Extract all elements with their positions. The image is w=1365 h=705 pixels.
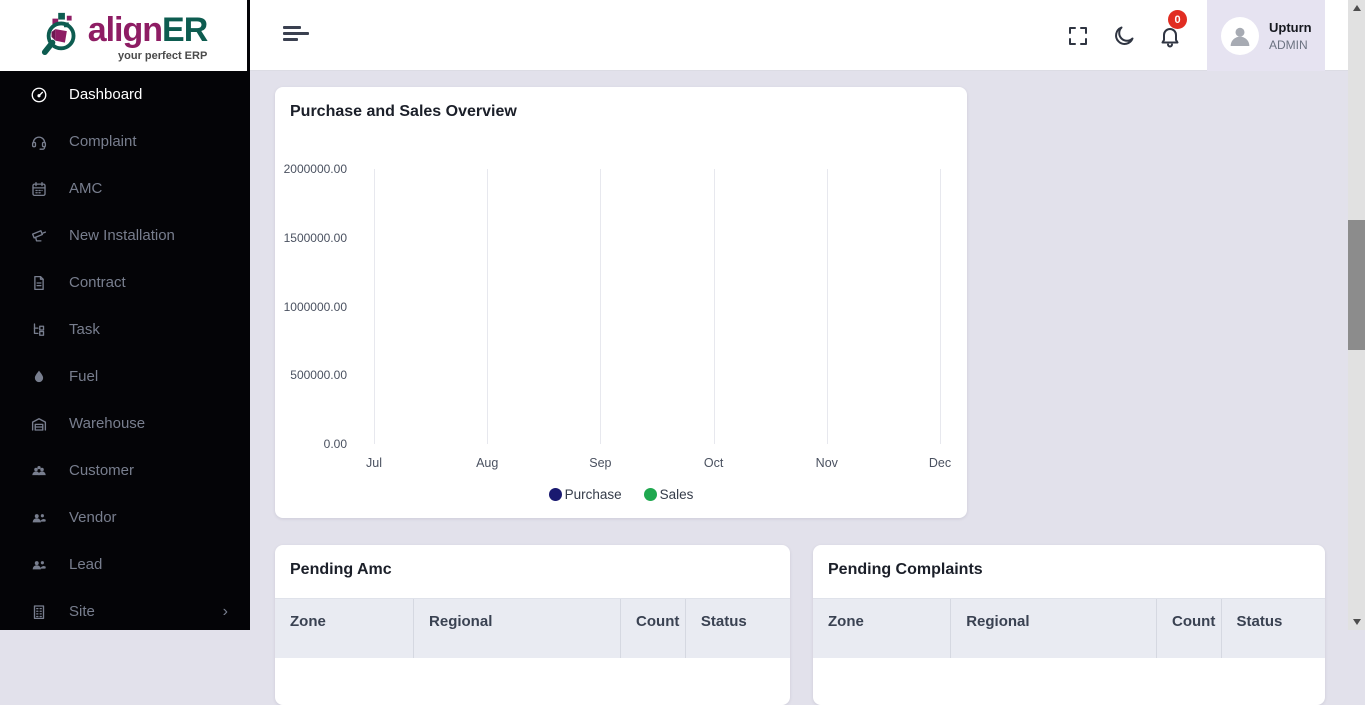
legend-item-sales[interactable]: Sales	[643, 487, 694, 502]
chart-title: Purchase and Sales Overview	[290, 103, 517, 120]
chevron-right-icon: ›	[222, 602, 228, 620]
notifications-bell-icon[interactable]	[1158, 24, 1182, 48]
purchase-sales-chart-card: Purchase and Sales Overview 2000000.00 15…	[275, 87, 967, 518]
droplet-icon	[30, 368, 48, 386]
sidebar-item-dashboard[interactable]: Dashboard	[0, 71, 250, 118]
user-name: Upturn	[1269, 19, 1312, 35]
brand-name-er: ER	[162, 11, 208, 49]
user-avatar-icon	[1221, 16, 1259, 55]
sidebar-item-label: Warehouse	[69, 415, 146, 432]
sidebar-item-new-installation[interactable]: New Installation	[0, 212, 250, 259]
sidebar-item-lead[interactable]: Lead	[0, 541, 250, 588]
sidebar-item-vendor[interactable]: Vendor	[0, 494, 250, 541]
people-icon	[30, 509, 48, 527]
x-axis-tick-label: Aug	[476, 456, 499, 470]
chart-gridline	[487, 169, 489, 444]
sidebar-item-label: Vendor	[69, 509, 117, 526]
scrollbar-thumb[interactable]	[1348, 220, 1365, 350]
people-icon	[30, 556, 48, 574]
sidebar-item-label: AMC	[69, 180, 103, 197]
sidebar-item-label: Site	[69, 603, 95, 620]
sidebar-item-contract[interactable]: Contract	[0, 259, 250, 306]
gauge-icon	[30, 86, 48, 104]
fullscreen-icon[interactable]	[1066, 24, 1090, 48]
sidebar-item-warehouse[interactable]: Warehouse	[0, 400, 250, 447]
sidebar-item-label: Task	[69, 321, 100, 338]
legend-label: Purchase	[564, 487, 622, 502]
app-logo[interactable]: alignER your perfect ERP	[0, 0, 247, 71]
task-list-icon	[30, 321, 48, 339]
y-axis-tick-label: 2000000.00	[283, 162, 347, 176]
column-header-count: Count	[1156, 599, 1221, 658]
main-content: Purchase and Sales Overview 2000000.00 15…	[250, 71, 1348, 705]
legend-label: Sales	[659, 487, 694, 502]
sidebar-item-label: Fuel	[69, 368, 99, 385]
pending-amc-table-header: Zone Regional Count Status	[275, 598, 790, 658]
x-axis-tick-label: Oct	[703, 456, 724, 470]
sidebar-item-label: New Installation	[69, 227, 175, 244]
sidebar-item-label: Complaint	[69, 133, 137, 150]
pending-complaints-table-header: Zone Regional Count Status	[813, 598, 1325, 658]
topbar: 0 Upturn ADMIN	[250, 0, 1348, 71]
column-header-zone: Zone	[290, 613, 326, 630]
cctv-camera-icon	[30, 227, 48, 245]
notification-count-badge: 0	[1168, 10, 1187, 29]
legend-item-purchase[interactable]: Purchase	[548, 487, 622, 502]
brand-tagline: your perfect ERP	[118, 50, 208, 62]
logo-magnifier-icon	[40, 10, 86, 61]
sidebar: alignER your perfect ERP Dashboard Compla…	[0, 0, 250, 630]
column-header-status: Status	[1220, 599, 1325, 658]
building-icon	[30, 603, 48, 621]
column-header-count: Count	[620, 599, 685, 658]
document-icon	[30, 274, 48, 292]
pending-complaints-title: Pending Complaints	[828, 561, 983, 578]
y-axis-tick-label: 1000000.00	[283, 299, 347, 314]
chart-gridline	[600, 169, 602, 444]
x-axis-tick-label: Jul	[366, 456, 382, 470]
chart-gridline	[713, 169, 715, 444]
x-axis-tick-label: Dec	[928, 456, 952, 470]
sidebar-toggle-button[interactable]	[283, 26, 309, 45]
scrollbar-down-arrow-icon[interactable]	[1348, 614, 1365, 630]
warehouse-icon	[30, 415, 48, 433]
sidebar-item-customer[interactable]: Customer	[0, 447, 250, 494]
sidebar-item-site[interactable]: Site ›	[0, 588, 250, 635]
people-group-icon	[30, 462, 48, 480]
legend-dot-icon	[548, 488, 562, 501]
y-axis-tick-label: 0.00	[323, 437, 347, 451]
x-axis-tick-label: Sep	[589, 456, 612, 470]
chart-legend: Purchase Sales	[275, 487, 967, 502]
sidebar-item-task[interactable]: Task	[0, 306, 250, 353]
sidebar-item-label: Lead	[69, 556, 103, 573]
x-axis-tick-label: Nov	[815, 456, 838, 470]
column-header-status: Status	[684, 599, 790, 658]
brand-name-align: align	[87, 11, 163, 49]
chart-gridline	[826, 169, 828, 444]
calendar-icon	[30, 180, 48, 198]
chart-gridline	[374, 169, 375, 444]
scrollbar-up-arrow-icon[interactable]	[1348, 0, 1365, 16]
sidebar-item-fuel[interactable]: Fuel	[0, 353, 250, 400]
pending-amc-card: Pending Amc Zone Regional Count Status	[275, 545, 790, 705]
column-header-regional: Regional	[950, 599, 1156, 658]
column-header-regional: Regional	[413, 599, 620, 658]
user-menu[interactable]: Upturn ADMIN	[1207, 0, 1325, 71]
sidebar-item-label: Dashboard	[69, 86, 143, 103]
sidebar-item-amc[interactable]: AMC	[0, 165, 250, 212]
y-axis-tick-label: 500000.00	[290, 368, 347, 383]
pending-amc-title: Pending Amc	[290, 561, 392, 578]
sidebar-item-complaint[interactable]: Complaint	[0, 118, 250, 165]
vertical-scrollbar[interactable]	[1348, 0, 1365, 630]
dark-mode-moon-icon[interactable]	[1112, 24, 1136, 48]
pending-complaints-card: Pending Complaints Zone Regional Count Stat…	[813, 545, 1325, 705]
legend-dot-icon	[643, 488, 657, 501]
headset-icon	[30, 133, 48, 151]
column-header-zone: Zone	[828, 613, 864, 630]
y-axis-tick-label: 1500000.00	[283, 230, 347, 245]
sidebar-item-label: Customer	[69, 462, 135, 479]
sidebar-menu: Dashboard Complaint AMC New Installation Con…	[0, 71, 250, 635]
user-role: ADMIN	[1269, 37, 1308, 52]
sidebar-item-label: Contract	[69, 274, 126, 291]
chart-gridline	[940, 169, 941, 444]
